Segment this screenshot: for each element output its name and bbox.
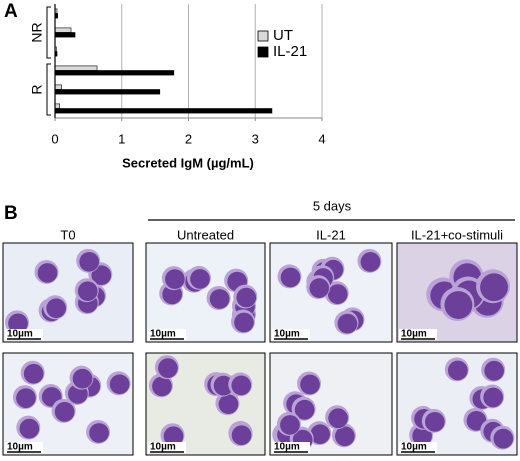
cell-nucleus — [335, 426, 355, 447]
scale-bar-box — [399, 329, 437, 340]
cell-nucleus — [23, 363, 44, 384]
cell-nucleus — [19, 418, 40, 439]
cell-nucleus — [89, 423, 109, 443]
column-group-header: 5 days — [313, 198, 352, 213]
cell-nucleus — [163, 426, 184, 447]
cell-nucleus — [231, 425, 252, 446]
cell-nucleus — [72, 368, 93, 389]
scale-bar-box — [5, 329, 43, 340]
cell-nucleus — [300, 374, 320, 395]
scale-bar-label: 10µm — [150, 442, 176, 453]
scale-bar-label: 10µm — [7, 329, 33, 340]
cell-nucleus — [209, 289, 230, 309]
bar — [54, 108, 273, 114]
cell-nucleus — [165, 269, 185, 289]
x-tick-label: 0 — [51, 131, 58, 146]
cell-nucleus — [294, 399, 315, 420]
legend-swatch — [257, 30, 269, 42]
column-label: Untreated — [177, 227, 234, 242]
cell-nucleus — [54, 402, 75, 422]
cell-nucleus — [190, 269, 210, 289]
legend-label: IL-21 — [273, 43, 307, 60]
cell-nucleus — [328, 408, 348, 429]
scale-bar-box — [272, 329, 310, 340]
cell-nucleus — [412, 426, 432, 446]
cell-nucleus — [309, 278, 330, 298]
scale-bar-box — [272, 442, 310, 453]
cell-nucleus — [360, 252, 381, 272]
panel-label: B — [4, 203, 18, 224]
column-label: IL-21+co-stimuli — [411, 227, 503, 242]
cell-nucleus — [280, 267, 301, 288]
cell-nucleus — [16, 388, 36, 408]
cell-nucleus — [37, 263, 58, 283]
cell-nucleus — [483, 387, 504, 408]
legend-swatch — [257, 46, 269, 58]
cell-nucleus — [327, 284, 348, 304]
cell-nucleus — [424, 412, 445, 432]
scale-bar-label: 10µm — [150, 329, 176, 340]
cell-nucleus — [484, 360, 504, 381]
cell-nucleus — [231, 375, 252, 396]
cell-nucleus — [79, 251, 100, 272]
scale-bar-box — [5, 442, 43, 453]
bar — [54, 89, 161, 95]
cell-nucleus — [310, 424, 330, 445]
column-label: T0 — [60, 227, 75, 242]
panel-label: A — [4, 1, 18, 22]
cell-nucleus — [109, 374, 130, 395]
group-bracket — [46, 63, 51, 116]
scale-bar-box — [148, 442, 186, 453]
scale-bar-label: 10µm — [7, 442, 33, 453]
x-tick-label: 3 — [252, 131, 259, 146]
x-tick-label: 1 — [118, 131, 125, 146]
x-tick-label: 2 — [185, 131, 192, 146]
group-label: R — [29, 84, 45, 94]
scale-bar-label: 10µm — [401, 442, 427, 453]
scale-bar-box — [148, 329, 186, 340]
cell-nucleus — [8, 313, 28, 334]
bar — [54, 32, 76, 38]
cell-nucleus — [447, 360, 468, 381]
bar — [54, 84, 62, 90]
scale-bar-label: 10µm — [274, 442, 300, 453]
bar — [54, 65, 98, 71]
cell-nucleus — [234, 312, 254, 333]
x-tick-label: 4 — [318, 131, 325, 146]
scale-bar-label: 10µm — [401, 329, 427, 340]
cell-nucleus — [493, 428, 514, 449]
cell-nucleus — [236, 287, 257, 308]
cell-nucleus — [444, 291, 473, 319]
cell-nucleus — [213, 375, 234, 396]
bar — [54, 103, 60, 109]
cell-nucleus — [158, 358, 178, 378]
cell-nucleus — [77, 281, 98, 302]
cell-nucleus — [152, 376, 172, 397]
cell-nucleus — [46, 298, 67, 319]
group-label: NR — [29, 22, 45, 42]
x-axis-label: Secreted IgM (µg/mL) — [122, 155, 254, 170]
cell-nucleus — [218, 394, 239, 415]
cell-nucleus — [337, 313, 358, 334]
column-label: IL-21 — [316, 227, 346, 242]
scale-bar-label: 10µm — [274, 329, 300, 340]
scale-bar-box — [399, 442, 437, 453]
legend-label: UT — [273, 27, 293, 44]
bar — [54, 70, 175, 76]
cell-nucleus — [480, 273, 508, 302]
cell-nucleus — [91, 265, 112, 286]
group-bracket — [46, 6, 51, 59]
bar — [54, 27, 72, 33]
cell-nucleus — [280, 415, 300, 435]
